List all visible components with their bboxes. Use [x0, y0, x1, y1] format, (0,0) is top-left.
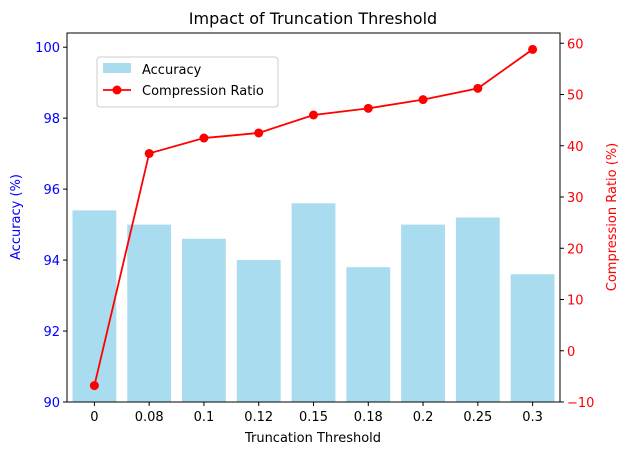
- x-tick-label: 0.18: [354, 410, 383, 425]
- point-compression-0.15: [309, 110, 318, 120]
- left-tick-label: 98: [43, 112, 60, 127]
- x-tick-label: 0.2: [413, 410, 434, 425]
- x-tick-label: 0.25: [463, 410, 492, 425]
- right-tick-label: 50: [567, 89, 584, 104]
- legend-label-compression: Compression Ratio: [142, 84, 264, 99]
- left-tick-label: 92: [43, 325, 60, 340]
- bar-accuracy-0.1: [182, 238, 226, 402]
- left-tick-label: 90: [43, 396, 60, 411]
- legend-swatch-accuracy: [103, 63, 131, 73]
- point-compression-0.25: [473, 83, 483, 93]
- chart-title: Impact of Truncation Threshold: [189, 9, 437, 28]
- legend-label-accuracy: Accuracy: [142, 63, 202, 78]
- point-compression-0.1: [199, 133, 209, 143]
- bar-accuracy-0.25: [455, 217, 500, 402]
- x-axis-label: Truncation Threshold: [244, 431, 381, 446]
- bar-accuracy-0.08: [127, 224, 172, 402]
- left-tick-label: 96: [43, 183, 60, 198]
- right-tick-label: 0: [567, 345, 575, 360]
- legend-box: [96, 56, 279, 108]
- bar-accuracy-0.15: [291, 203, 336, 402]
- right-tick-label: 10: [567, 294, 584, 309]
- right-tick-label: 30: [567, 191, 584, 206]
- x-tick-label: 0.15: [299, 410, 328, 425]
- axes-layer: 0 0.08 0.1 0.12 0.15 0.18 0.2 0.25 0.3 90 92 94 96 98…: [35, 32, 594, 425]
- bar-accuracy-0.2: [401, 224, 445, 402]
- x-tick-label: 0: [90, 410, 98, 425]
- bar-accuracy-0: [72, 210, 117, 402]
- right-tick-label: 40: [567, 140, 584, 155]
- right-tick-label: 20: [567, 242, 584, 257]
- point-compression-0.3: [528, 44, 538, 54]
- x-tick-label: 0.1: [194, 410, 215, 425]
- bar-accuracy-0.3: [510, 274, 555, 402]
- legend: Accuracy Compression Ratio: [96, 56, 279, 108]
- bar-accuracy-0.18: [346, 267, 391, 402]
- point-compression-0.18: [363, 103, 373, 113]
- point-compression-0.2: [418, 95, 428, 105]
- x-tick-label: 0.3: [522, 410, 543, 425]
- x-tick-label: 0.12: [244, 410, 273, 425]
- right-axis-label: Compression Ratio (%): [605, 143, 620, 292]
- line-layer: [89, 44, 538, 391]
- point-compression-0.08: [144, 148, 154, 158]
- left-tick-label: 100: [35, 41, 60, 56]
- point-compression-0: [89, 381, 99, 391]
- right-tick-label: −10: [567, 396, 594, 411]
- point-compression-0.12: [254, 128, 264, 138]
- legend-marker-compression: [112, 85, 122, 95]
- left-tick-label: 94: [43, 254, 60, 269]
- bars-layer: [72, 203, 555, 402]
- x-tick-label: 0.08: [135, 410, 164, 425]
- left-axis-label: Accuracy (%): [9, 174, 24, 260]
- bar-accuracy-0.12: [236, 260, 281, 402]
- right-tick-label: 60: [567, 37, 584, 52]
